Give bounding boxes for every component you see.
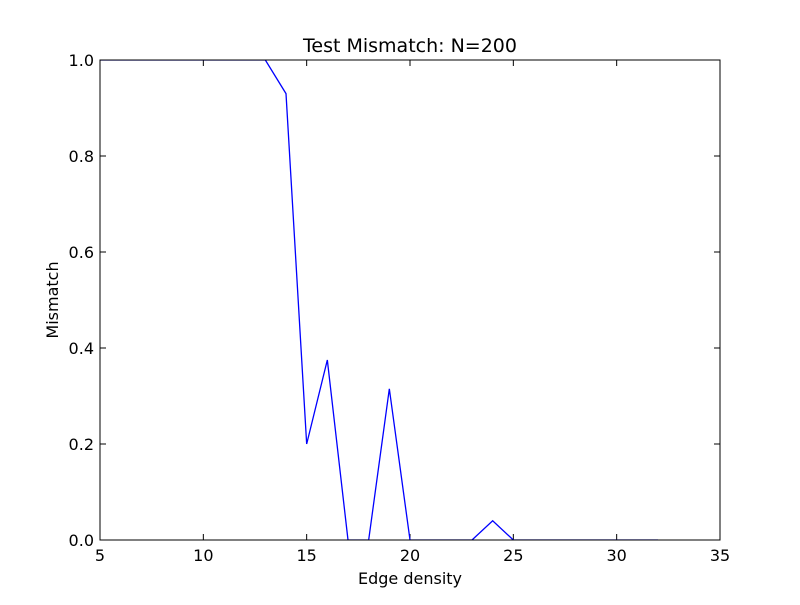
y-tick-label: 0.8 — [69, 147, 94, 166]
plot-frame — [100, 60, 720, 540]
x-tick-label: 25 — [503, 546, 523, 565]
y-tick-label: 0.6 — [69, 243, 94, 262]
x-tick-label: 20 — [400, 546, 420, 565]
series-line — [100, 60, 658, 540]
x-tick-label: 15 — [296, 546, 316, 565]
x-tick-label: 5 — [95, 546, 105, 565]
y-tick-label: 1.0 — [69, 51, 94, 70]
y-tick-label: 0.2 — [69, 435, 94, 454]
y-tick-label: 0.4 — [69, 339, 94, 358]
chart-title: Test Mismatch: N=200 — [302, 35, 517, 57]
x-tick-label: 30 — [606, 546, 626, 565]
x-axis-label: Edge density — [358, 569, 462, 588]
series-layer — [100, 60, 658, 540]
y-axis-label: Mismatch — [43, 261, 62, 338]
x-tick-label: 35 — [710, 546, 730, 565]
x-tick-label: 10 — [193, 546, 213, 565]
ticks-layer: 5 10 15 20 25 30 35 0.0 0.2 0.4 0.6 0.8 1.0 — [69, 51, 731, 565]
y-tick-label: 0.0 — [69, 531, 94, 550]
